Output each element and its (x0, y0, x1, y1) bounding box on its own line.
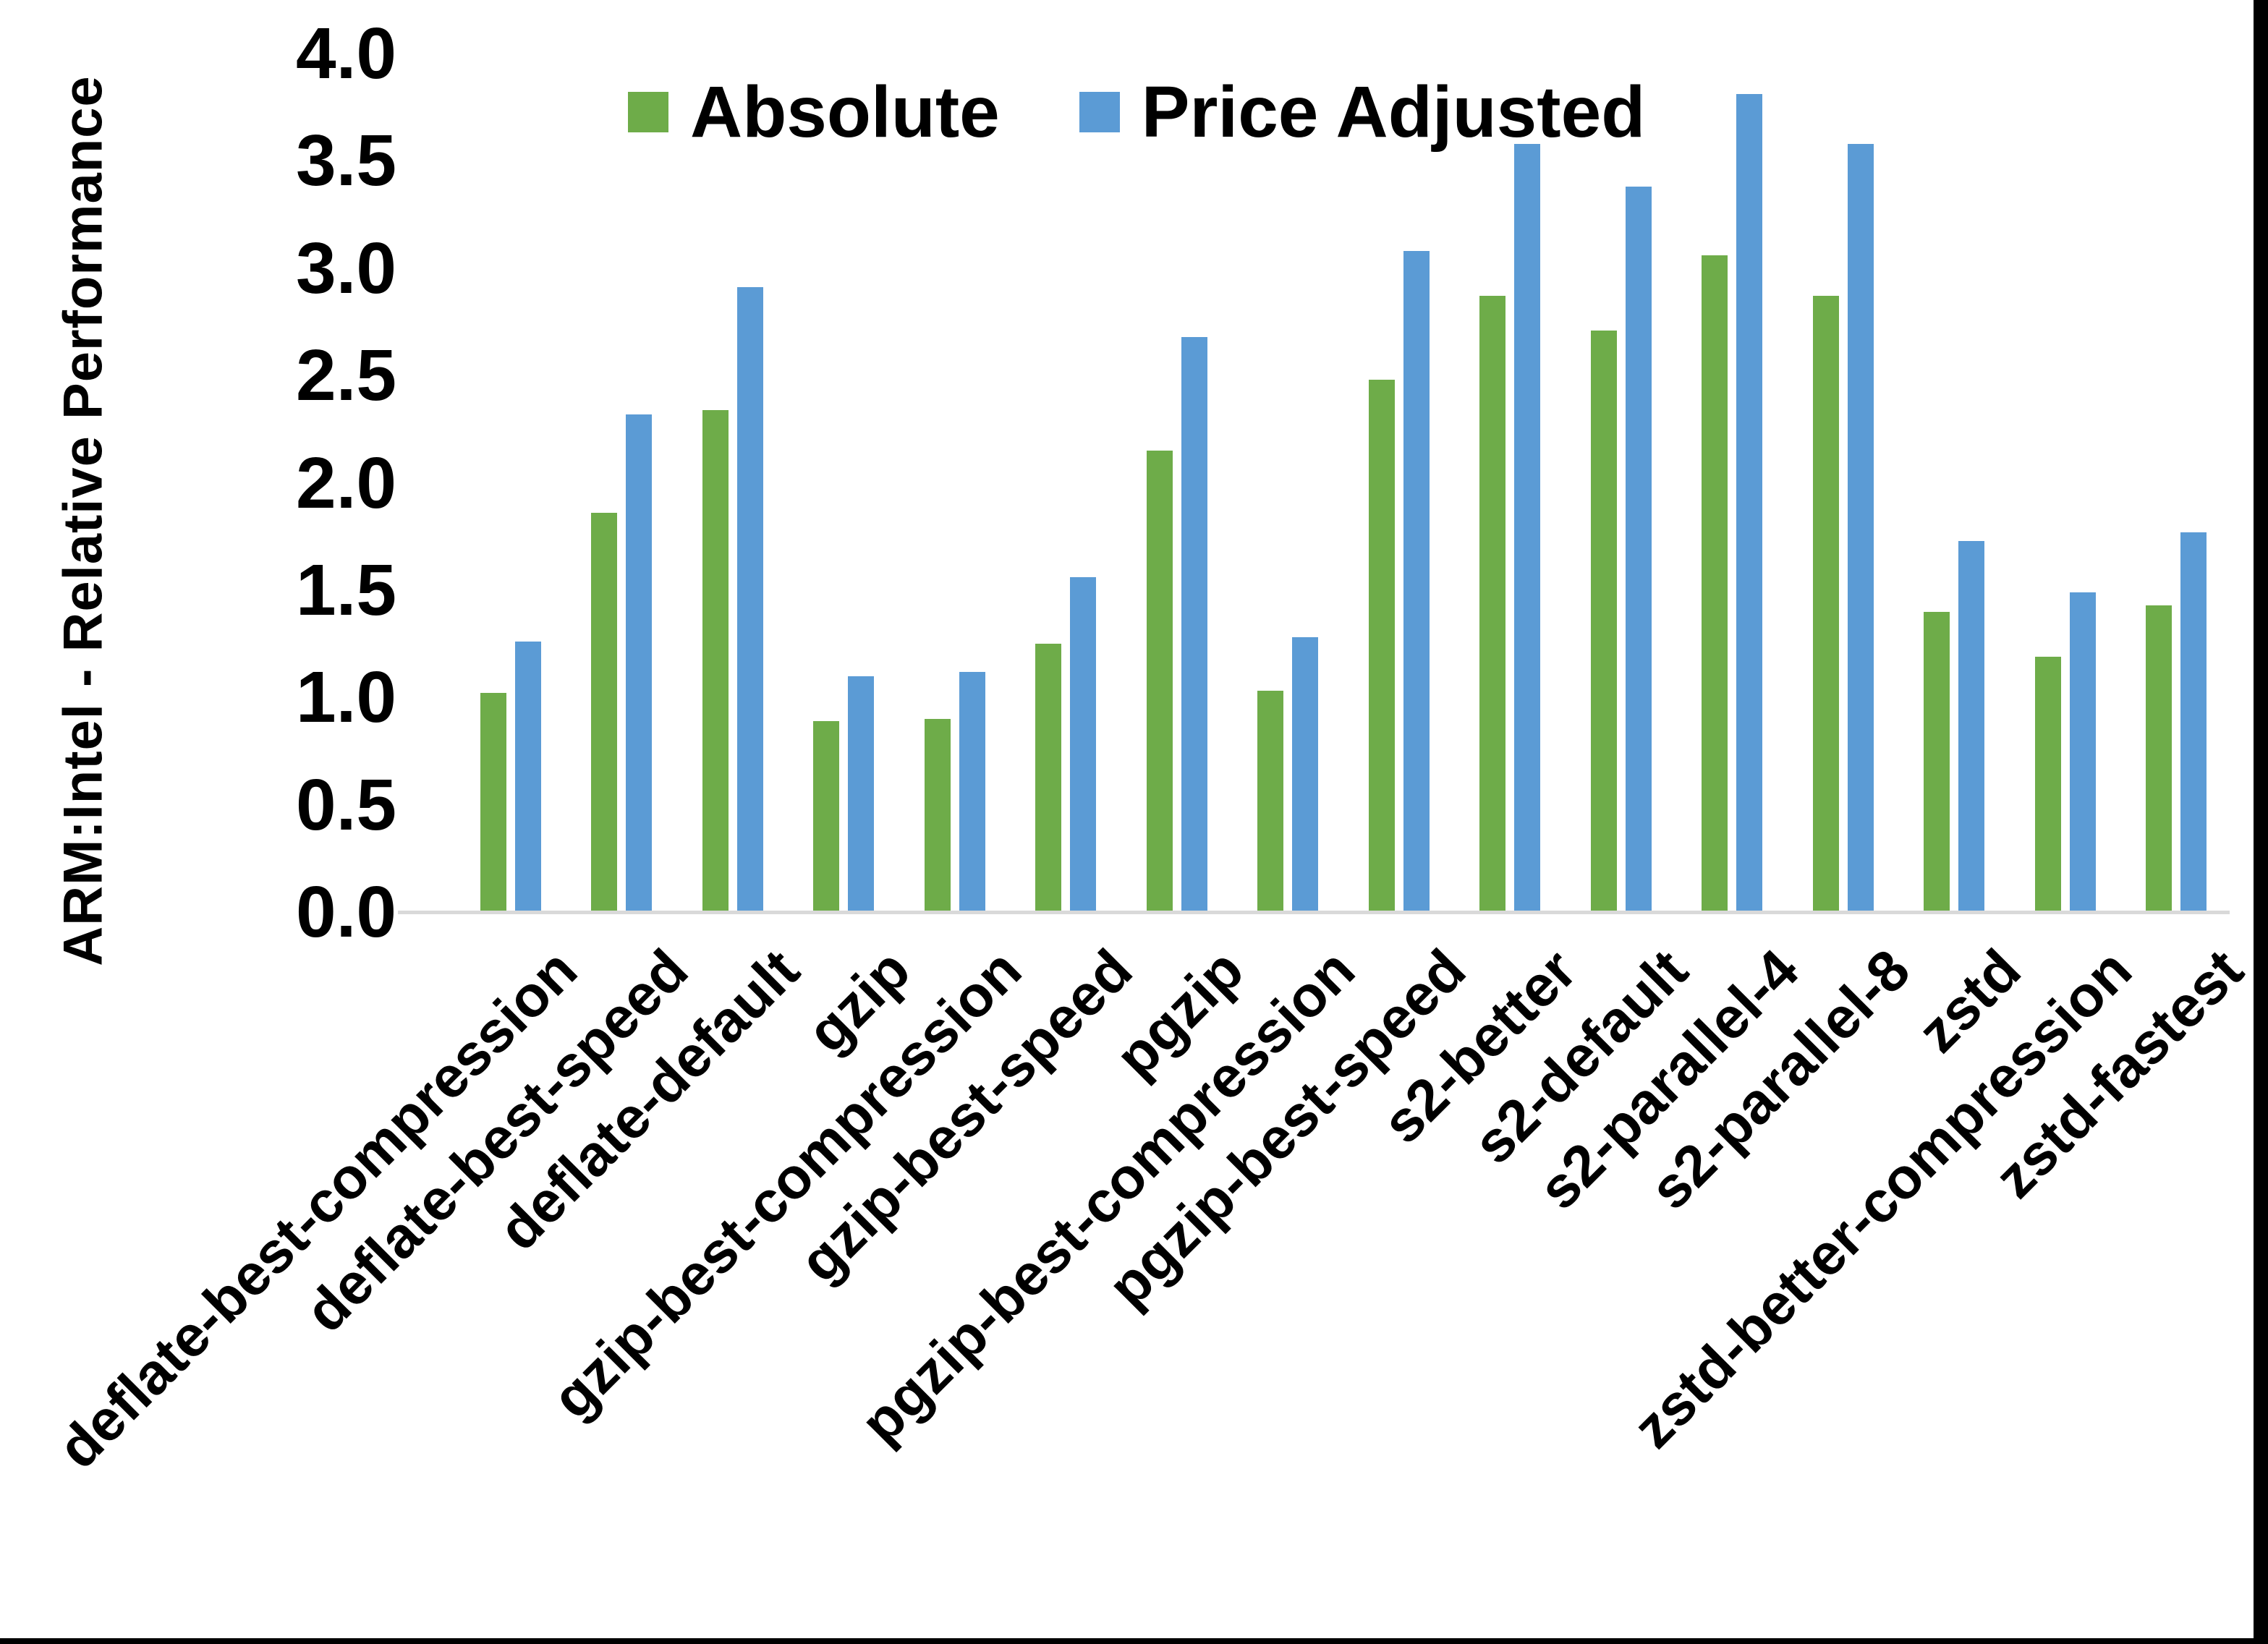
bar-absolute (925, 719, 951, 912)
y-tick-label: 2.0 (295, 443, 396, 524)
bar-price-adjusted (515, 642, 541, 912)
y-tick-label: 1.0 (295, 657, 396, 738)
bar-price-adjusted (1403, 251, 1430, 912)
legend-swatch-absolute (628, 92, 668, 132)
y-tick-label: 0.0 (295, 872, 396, 953)
bar-price-adjusted (2180, 532, 2207, 912)
bar-price-adjusted (959, 672, 985, 912)
legend: Absolute Price Adjusted (628, 72, 1645, 152)
bar-price-adjusted (1958, 541, 1984, 912)
bar-absolute (1035, 644, 1061, 912)
bar-price-adjusted (2070, 592, 2096, 912)
y-tick-label: 1.5 (295, 550, 396, 631)
bar-absolute (480, 693, 506, 912)
legend-label-price-adjusted: Price Adjusted (1141, 72, 1646, 153)
bar-absolute (1479, 296, 1505, 912)
bar-absolute (1147, 451, 1173, 912)
y-tick-label: 0.5 (295, 764, 396, 846)
bar-price-adjusted (1848, 144, 1874, 912)
bar-absolute (1257, 691, 1283, 912)
y-tick-label: 4.0 (295, 13, 396, 94)
bar-absolute (1591, 331, 1617, 912)
legend-label-absolute: Absolute (690, 72, 1000, 153)
bar-price-adjusted (1736, 94, 1762, 912)
y-tick-label: 2.5 (295, 335, 396, 416)
legend-item-price-adjusted: Price Adjusted (1079, 72, 1645, 152)
y-tick-label: 3.0 (295, 228, 396, 309)
bar-absolute (2146, 605, 2172, 912)
bar-price-adjusted (1070, 577, 1096, 912)
bar-absolute (1813, 296, 1839, 912)
y-tick-label: 3.5 (295, 120, 396, 201)
right-border (2254, 0, 2268, 1644)
bar-absolute (1369, 380, 1395, 912)
bar-price-adjusted (737, 287, 763, 912)
bar-absolute (591, 513, 617, 912)
bar-absolute (1924, 612, 1950, 912)
bottom-border (0, 1638, 2268, 1644)
bar-price-adjusted (1514, 144, 1540, 912)
bar-absolute (702, 410, 729, 912)
y-axis-title: ARM:Intel - Relative Performance (52, 75, 114, 966)
bar-price-adjusted (1292, 637, 1318, 912)
bar-price-adjusted (626, 414, 652, 912)
bar-absolute (2035, 657, 2061, 912)
bar-price-adjusted (1181, 337, 1207, 912)
legend-item-absolute: Absolute (628, 72, 1000, 152)
bar-price-adjusted (848, 676, 874, 912)
x-axis-line (398, 911, 2230, 914)
bar-absolute (1702, 255, 1728, 912)
legend-swatch-price-adjusted (1079, 92, 1120, 132)
bar-absolute (813, 721, 839, 912)
bar-price-adjusted (1626, 187, 1652, 912)
